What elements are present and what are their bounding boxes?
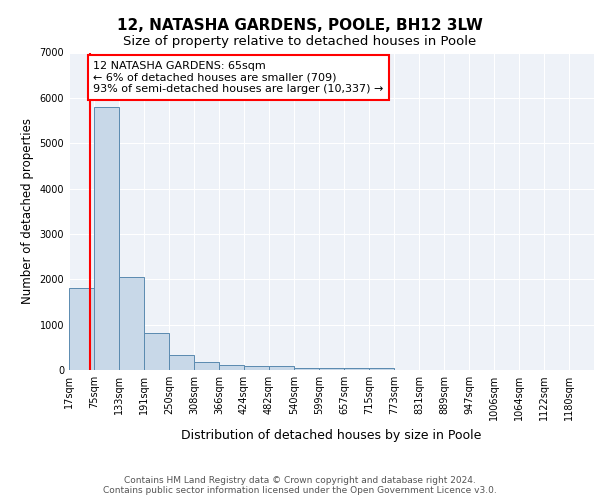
Bar xyxy=(94,107,119,370)
Bar xyxy=(319,368,344,370)
Bar xyxy=(194,362,219,370)
Bar xyxy=(119,277,144,370)
Bar xyxy=(69,288,94,370)
X-axis label: Distribution of detached houses by size in Poole: Distribution of detached houses by size … xyxy=(181,428,482,442)
Text: Contains public sector information licensed under the Open Government Licence v3: Contains public sector information licen… xyxy=(103,486,497,495)
Text: Contains HM Land Registry data © Crown copyright and database right 2024.: Contains HM Land Registry data © Crown c… xyxy=(124,476,476,485)
Bar xyxy=(144,333,169,370)
Text: Size of property relative to detached houses in Poole: Size of property relative to detached ho… xyxy=(124,35,476,48)
Y-axis label: Number of detached properties: Number of detached properties xyxy=(21,118,34,304)
Bar xyxy=(294,368,319,370)
Bar xyxy=(219,366,244,370)
Text: 12, NATASHA GARDENS, POOLE, BH12 3LW: 12, NATASHA GARDENS, POOLE, BH12 3LW xyxy=(117,18,483,32)
Bar xyxy=(369,368,394,370)
Bar xyxy=(269,366,294,370)
Text: 12 NATASHA GARDENS: 65sqm
← 6% of detached houses are smaller (709)
93% of semi-: 12 NATASHA GARDENS: 65sqm ← 6% of detach… xyxy=(93,61,383,94)
Bar xyxy=(344,368,369,370)
Bar xyxy=(244,366,269,370)
Bar xyxy=(169,356,194,370)
